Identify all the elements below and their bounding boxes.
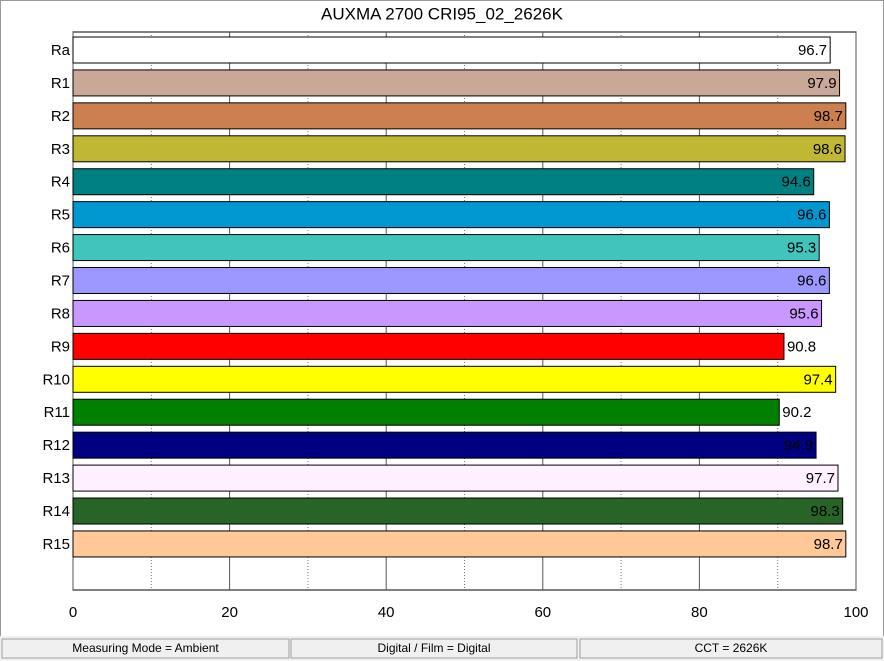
bar bbox=[72, 267, 830, 295]
bar bbox=[72, 234, 820, 262]
bar bbox=[72, 365, 837, 393]
x-tick-label: 20 bbox=[221, 604, 238, 621]
bar bbox=[72, 431, 817, 459]
value-label: 97.4 bbox=[803, 371, 832, 388]
bar bbox=[72, 299, 823, 327]
status-pane bbox=[290, 638, 578, 659]
y-tick-label: R7 bbox=[51, 272, 70, 289]
y-tick-label: R6 bbox=[51, 240, 70, 257]
status-text: Digital / Film = Digital bbox=[377, 641, 490, 655]
bar bbox=[72, 69, 841, 97]
value-label: 98.7 bbox=[814, 536, 843, 553]
bar bbox=[72, 332, 785, 360]
bar bbox=[72, 464, 839, 492]
bar bbox=[72, 36, 831, 64]
status-pane bbox=[579, 638, 883, 659]
y-tick-label: Ra bbox=[51, 42, 71, 59]
value-label: 97.7 bbox=[806, 470, 835, 487]
y-tick-label: R3 bbox=[51, 141, 70, 158]
value-label: 98.3 bbox=[810, 503, 839, 520]
y-tick-label: R12 bbox=[42, 437, 70, 454]
value-label: 96.7 bbox=[798, 42, 827, 59]
value-label: 97.9 bbox=[807, 75, 836, 92]
value-label: 98.6 bbox=[813, 141, 842, 158]
bar bbox=[72, 168, 815, 196]
value-label: 96.6 bbox=[797, 207, 826, 224]
value-label: 94.9 bbox=[784, 437, 813, 454]
bar bbox=[72, 398, 780, 426]
bar bbox=[72, 135, 846, 163]
x-tick-label: 80 bbox=[691, 604, 708, 621]
x-tick-label: 40 bbox=[378, 604, 395, 621]
value-label: 90.8 bbox=[787, 338, 816, 355]
bar bbox=[72, 102, 847, 130]
y-tick-label: R10 bbox=[42, 371, 70, 388]
value-label: 96.6 bbox=[797, 272, 826, 289]
value-label: 94.6 bbox=[782, 174, 811, 191]
y-tick-label: R2 bbox=[51, 108, 70, 125]
value-label: 95.6 bbox=[789, 305, 818, 322]
y-tick-label: R13 bbox=[42, 470, 70, 487]
y-tick-label: R4 bbox=[51, 174, 70, 191]
x-tick-label: 0 bbox=[69, 604, 77, 621]
y-tick-label: R8 bbox=[51, 305, 70, 322]
x-tick-label: 60 bbox=[534, 604, 551, 621]
bar bbox=[72, 201, 830, 229]
x-tick-label: 100 bbox=[843, 604, 868, 621]
value-label: 98.7 bbox=[814, 108, 843, 125]
y-tick-label: R15 bbox=[42, 536, 70, 553]
status-text: CCT = 2626K bbox=[695, 641, 768, 655]
bar bbox=[72, 530, 847, 558]
y-tick-label: R14 bbox=[42, 503, 70, 520]
y-tick-label: R5 bbox=[51, 207, 70, 224]
value-label: 95.3 bbox=[787, 240, 816, 257]
value-label: 90.2 bbox=[782, 404, 811, 421]
status-pane bbox=[1, 638, 290, 659]
y-tick-label: R9 bbox=[51, 338, 70, 355]
status-text: Measuring Mode = Ambient bbox=[72, 641, 219, 655]
bar bbox=[72, 497, 844, 525]
chart-title: AUXMA 2700 CRI95_02_2626K bbox=[321, 4, 564, 23]
y-tick-label: R1 bbox=[51, 75, 70, 92]
y-tick-label: R11 bbox=[44, 404, 70, 421]
